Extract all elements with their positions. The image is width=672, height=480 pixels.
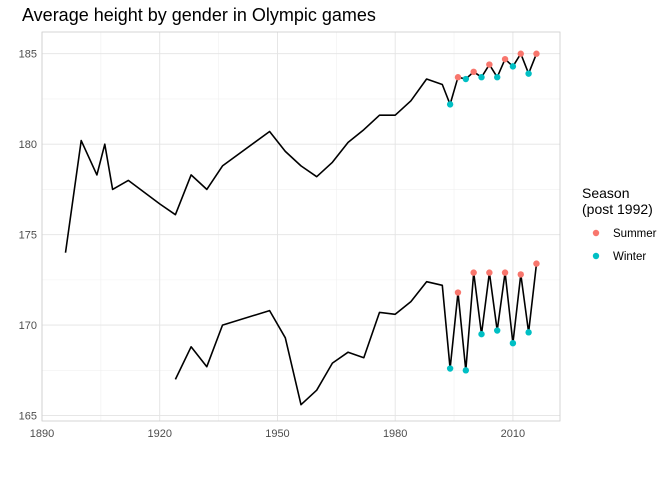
x-tick-label: 1920 bbox=[147, 428, 171, 440]
legend-label-summer: Summer bbox=[613, 228, 657, 240]
x-axis: 1890 1920 1950 1980 2010 bbox=[30, 428, 525, 440]
legend-title-line-1: Season bbox=[582, 185, 629, 201]
point-winter bbox=[478, 330, 485, 338]
point-summer bbox=[454, 289, 462, 296]
point-summer bbox=[486, 269, 493, 276]
legend-swatch-summer bbox=[592, 229, 600, 237]
point-winter bbox=[525, 70, 532, 77]
panel-border bbox=[41, 31, 561, 422]
y-tick-label: 185 bbox=[19, 49, 37, 61]
chart-title: Average height by gender in Olympic game… bbox=[22, 5, 376, 25]
point-winter bbox=[446, 101, 454, 108]
point-winter bbox=[462, 367, 470, 374]
plot-area bbox=[41, 31, 561, 422]
point-winter bbox=[494, 327, 501, 334]
x-tick-label: 2010 bbox=[501, 428, 525, 440]
point-winter bbox=[478, 74, 485, 81]
point-winter bbox=[525, 329, 532, 336]
point-summer bbox=[486, 61, 493, 68]
point-winter bbox=[509, 63, 517, 70]
legend: Season (post 1992) Summer Winter bbox=[582, 185, 657, 263]
series-lines bbox=[64, 52, 538, 406]
point-summer bbox=[517, 50, 524, 57]
series-line-lower bbox=[174, 263, 538, 406]
legend-title-line-2: (post 1992) bbox=[582, 201, 653, 217]
legend-swatch-winter bbox=[592, 252, 600, 260]
point-summer bbox=[454, 74, 462, 81]
grid bbox=[41, 32, 560, 421]
y-tick-label: 180 bbox=[19, 139, 37, 151]
series-line-upper bbox=[64, 52, 538, 253]
point-summer bbox=[501, 55, 509, 63]
point-winter bbox=[446, 365, 454, 372]
x-tick-label: 1950 bbox=[265, 428, 289, 440]
point-summer bbox=[517, 271, 524, 278]
point-winter bbox=[462, 75, 470, 83]
point-summer bbox=[533, 50, 540, 57]
point-summer bbox=[533, 260, 540, 267]
y-tick-label: 175 bbox=[19, 230, 37, 242]
legend-label-winter: Winter bbox=[613, 251, 646, 263]
point-winter bbox=[509, 340, 517, 347]
point-summer bbox=[470, 269, 477, 276]
x-tick-label: 1980 bbox=[383, 428, 407, 440]
y-tick-label: 170 bbox=[19, 320, 37, 332]
point-summer bbox=[501, 269, 509, 276]
x-tick-label: 1890 bbox=[30, 428, 54, 440]
y-axis: 165 170 175 180 185 bbox=[19, 49, 37, 423]
y-tick-label: 165 bbox=[19, 411, 37, 423]
point-summer bbox=[470, 68, 477, 76]
point-winter bbox=[494, 74, 501, 81]
season-points bbox=[446, 50, 540, 374]
